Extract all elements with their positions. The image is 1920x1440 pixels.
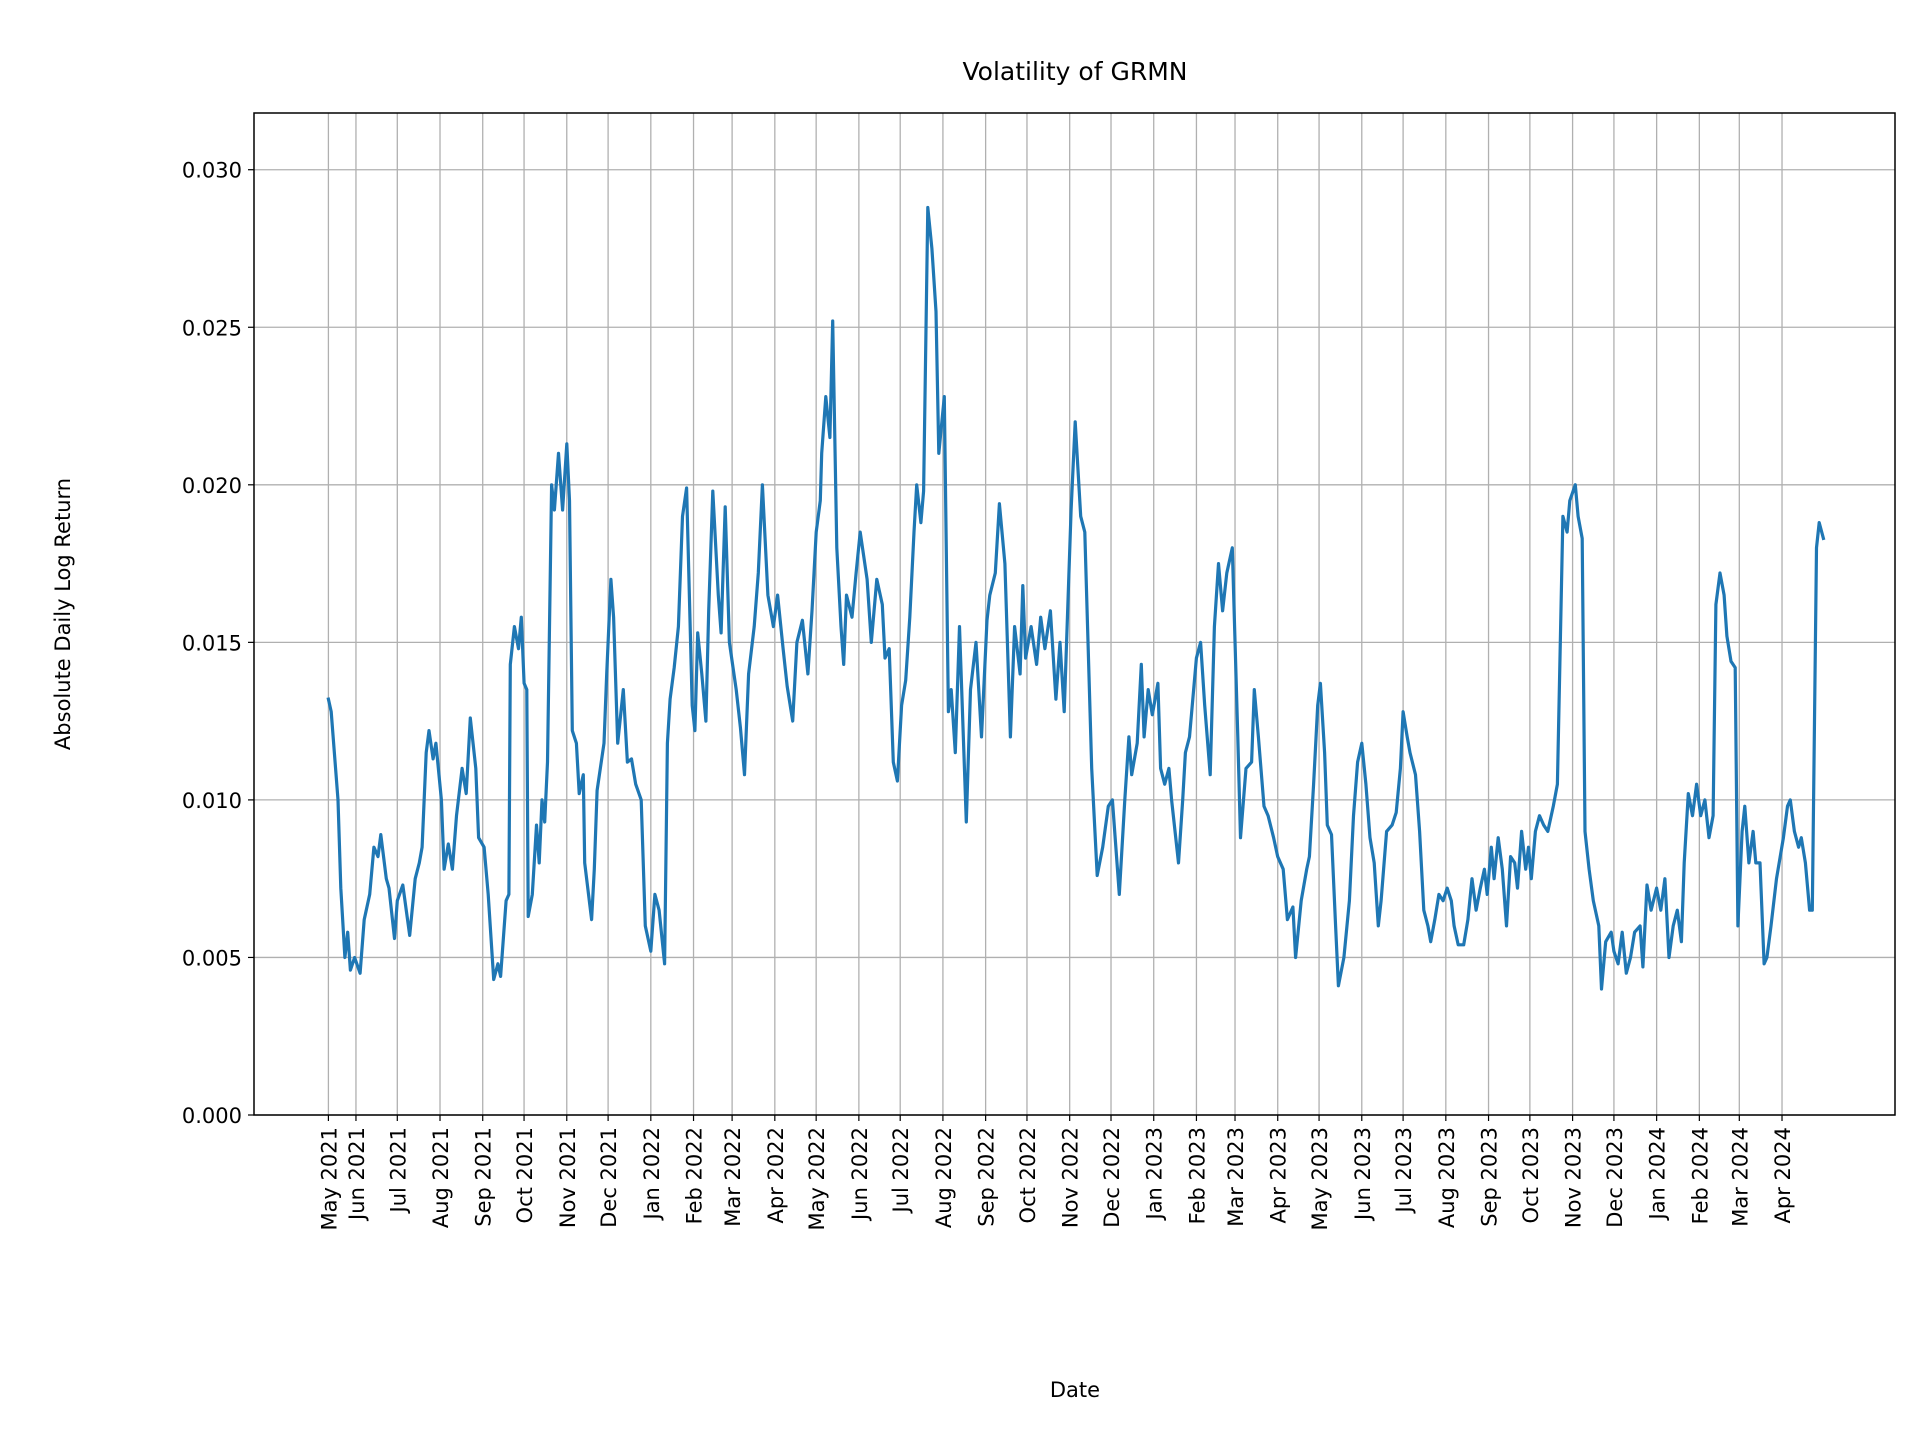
x-tick-label: Nov 2023 (1562, 1127, 1586, 1228)
x-tick-label: Dec 2021 (597, 1127, 621, 1228)
volatility-line (326, 205, 1826, 991)
x-tick-label: May 2022 (805, 1127, 829, 1231)
x-tick-label: Jun 2021 (345, 1127, 369, 1222)
series-layer (326, 205, 1826, 991)
y-tick-label: 0.025 (182, 316, 242, 340)
x-tick-label: Nov 2022 (1059, 1127, 1083, 1228)
x-tick-label: Feb 2023 (1185, 1127, 1209, 1224)
x-tick-label: Jul 2022 (889, 1127, 913, 1214)
x-tick-label: Feb 2022 (683, 1127, 707, 1224)
y-axis-label: Absolute Daily Log Return (51, 478, 75, 750)
x-tick-label: Jan 2022 (640, 1127, 664, 1222)
axes-frame (253, 112, 1896, 1116)
x-tick-label: Apr 2022 (764, 1127, 788, 1223)
x-tick-label: Jan 2024 (1646, 1127, 1670, 1222)
x-tick-label: Mar 2022 (721, 1127, 745, 1227)
x-tick-label: Sep 2022 (975, 1127, 999, 1227)
x-tick-label: Sep 2021 (472, 1127, 496, 1227)
x-tick-label: Feb 2024 (1688, 1127, 1712, 1224)
y-tick-label: 0.010 (182, 789, 242, 813)
x-tick-label: Dec 2023 (1603, 1127, 1627, 1228)
y-tick-label: 0.020 (182, 474, 242, 498)
x-tick-label: Oct 2021 (513, 1127, 537, 1223)
x-tick-label: Aug 2023 (1435, 1127, 1459, 1228)
x-tick-label: Aug 2021 (429, 1127, 453, 1228)
x-tick-label: Mar 2024 (1728, 1127, 1752, 1227)
chart-title: Volatility of GRMN (963, 57, 1188, 86)
y-tick-label: 0.015 (182, 631, 242, 655)
x-tick-label: Nov 2021 (556, 1127, 580, 1228)
y-tick-label: 0.005 (182, 946, 242, 970)
y-tick-label: 0.000 (182, 1104, 242, 1128)
x-tick-label: Mar 2023 (1224, 1127, 1248, 1227)
x-axis: May 2021 Jun 2021 Jul 2021 Aug 2021 Sep 2021… (317, 1115, 1795, 1231)
x-tick-label: Oct 2023 (1519, 1127, 1543, 1223)
x-axis-label: Date (1050, 1378, 1100, 1402)
x-tick-label: May 2021 (317, 1127, 341, 1231)
x-tick-label: Jun 2022 (848, 1127, 872, 1222)
x-tick-label: Sep 2023 (1478, 1127, 1502, 1227)
x-tick-label: Jun 2023 (1351, 1127, 1375, 1222)
x-tick-label: Apr 2024 (1771, 1127, 1795, 1223)
x-tick-label: Jul 2023 (1392, 1127, 1416, 1214)
x-tick-label: May 2023 (1308, 1127, 1332, 1231)
x-tick-label: Jan 2023 (1143, 1127, 1167, 1222)
y-tick-label: 0.030 (182, 159, 242, 183)
x-tick-label: Aug 2022 (932, 1127, 956, 1228)
x-tick-label: Oct 2022 (1016, 1127, 1040, 1223)
y-axis: 0.000 0.005 0.010 0.015 0.020 0.025 0.030 (182, 159, 254, 1128)
x-tick-label: Dec 2022 (1100, 1127, 1124, 1228)
x-tick-label: Jul 2021 (386, 1127, 410, 1214)
x-tick-label: Apr 2023 (1267, 1127, 1291, 1223)
